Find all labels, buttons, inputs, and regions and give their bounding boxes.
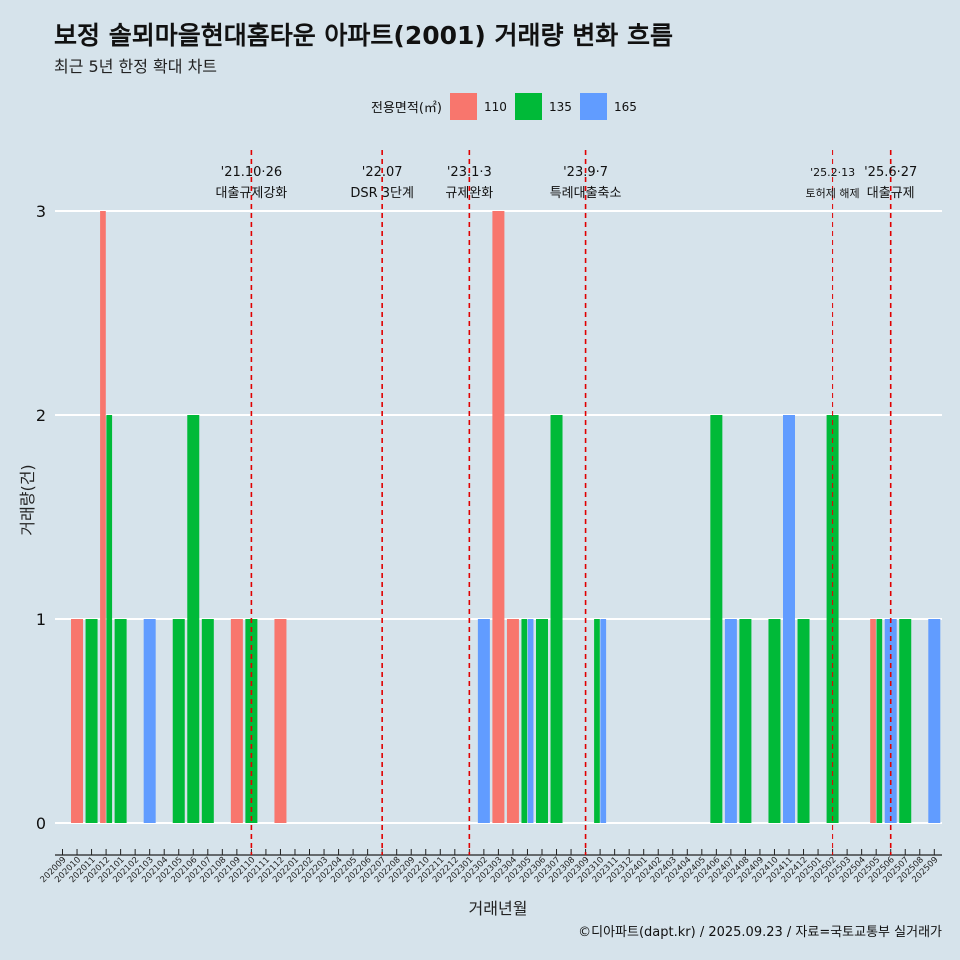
bar-110-202109 [230, 619, 243, 823]
y-tick-label: 3 [36, 202, 46, 221]
event-label: 대출규제 [867, 186, 915, 201]
event-label: DSR 3단계 [350, 186, 414, 201]
event-date: '23.1·3 [447, 165, 492, 180]
bar-135-202408 [739, 619, 752, 823]
bar-110-202505 [870, 619, 876, 823]
chart-title: 보정 솔뫼마을현대홈타운 아파트(2001) 거래량 변화 흐름 [54, 21, 673, 50]
event-date: '25.2·13 [810, 166, 855, 179]
y-tick-label: 2 [36, 406, 46, 425]
legend-swatch-165 [580, 93, 607, 120]
bar-135-202412 [797, 619, 810, 823]
legend-title: 전용면적(㎡) [371, 101, 442, 116]
event-date: '21.10·26 [221, 165, 282, 180]
event-date: '23.9·7 [563, 165, 608, 180]
bar-165-202103 [143, 619, 156, 823]
legend-label-110: 110 [484, 100, 507, 114]
bar-135-202305 [521, 619, 528, 823]
chart-subtitle: 최근 5년 한정 확대 차트 [54, 57, 218, 76]
x-axis-title: 거래년월 [469, 899, 528, 918]
bar-110-202303 [492, 211, 505, 823]
bar-135-202310 [594, 619, 600, 823]
bar-110-202304 [506, 619, 519, 823]
legend-label-135: 135 [549, 100, 572, 114]
bar-110-202010 [71, 619, 84, 823]
bar-110-202012 [100, 211, 106, 823]
bar-165-202310 [600, 619, 607, 823]
event-label: 특례대출축소 [550, 186, 622, 201]
y-tick-label: 0 [36, 814, 46, 833]
bar-135-202307 [550, 415, 563, 823]
y-tick-label: 1 [36, 610, 46, 629]
event-label: 토허제 해제 [806, 186, 860, 200]
bar-135-202012 [106, 415, 113, 823]
bar-135-202106 [187, 415, 200, 823]
event-label: 대출규제강화 [216, 186, 288, 201]
bar-135-202306 [535, 619, 548, 823]
bar-135-202406 [710, 415, 723, 823]
event-date: '25.6·27 [864, 165, 917, 180]
legend-swatch-135 [515, 93, 542, 120]
bar-135-202505 [876, 619, 883, 823]
bar-135-202101 [114, 619, 127, 823]
bar-135-202410 [768, 619, 781, 823]
bar-165-202305 [527, 619, 534, 823]
legend-swatch-110 [450, 93, 477, 120]
event-label: 규제완화 [445, 186, 493, 201]
bar-165-202509 [928, 619, 941, 823]
bar-135-202011 [85, 619, 98, 823]
event-date: '22.07 [362, 165, 403, 180]
bar-135-202107 [201, 619, 214, 823]
bar-135-202105 [172, 619, 185, 823]
bar-165-202407 [724, 619, 737, 823]
y-axis-title: 거래량(건) [18, 464, 37, 535]
bar-135-202507 [899, 619, 912, 823]
bar-165-202302 [477, 619, 490, 823]
bar-110-202112 [274, 619, 287, 823]
bar-165-202411 [783, 415, 795, 823]
legend-label-165: 165 [614, 100, 637, 114]
source-caption: ©디아파트(dapt.kr) / 2025.09.23 / 자료=국토교통부 실… [578, 925, 942, 940]
